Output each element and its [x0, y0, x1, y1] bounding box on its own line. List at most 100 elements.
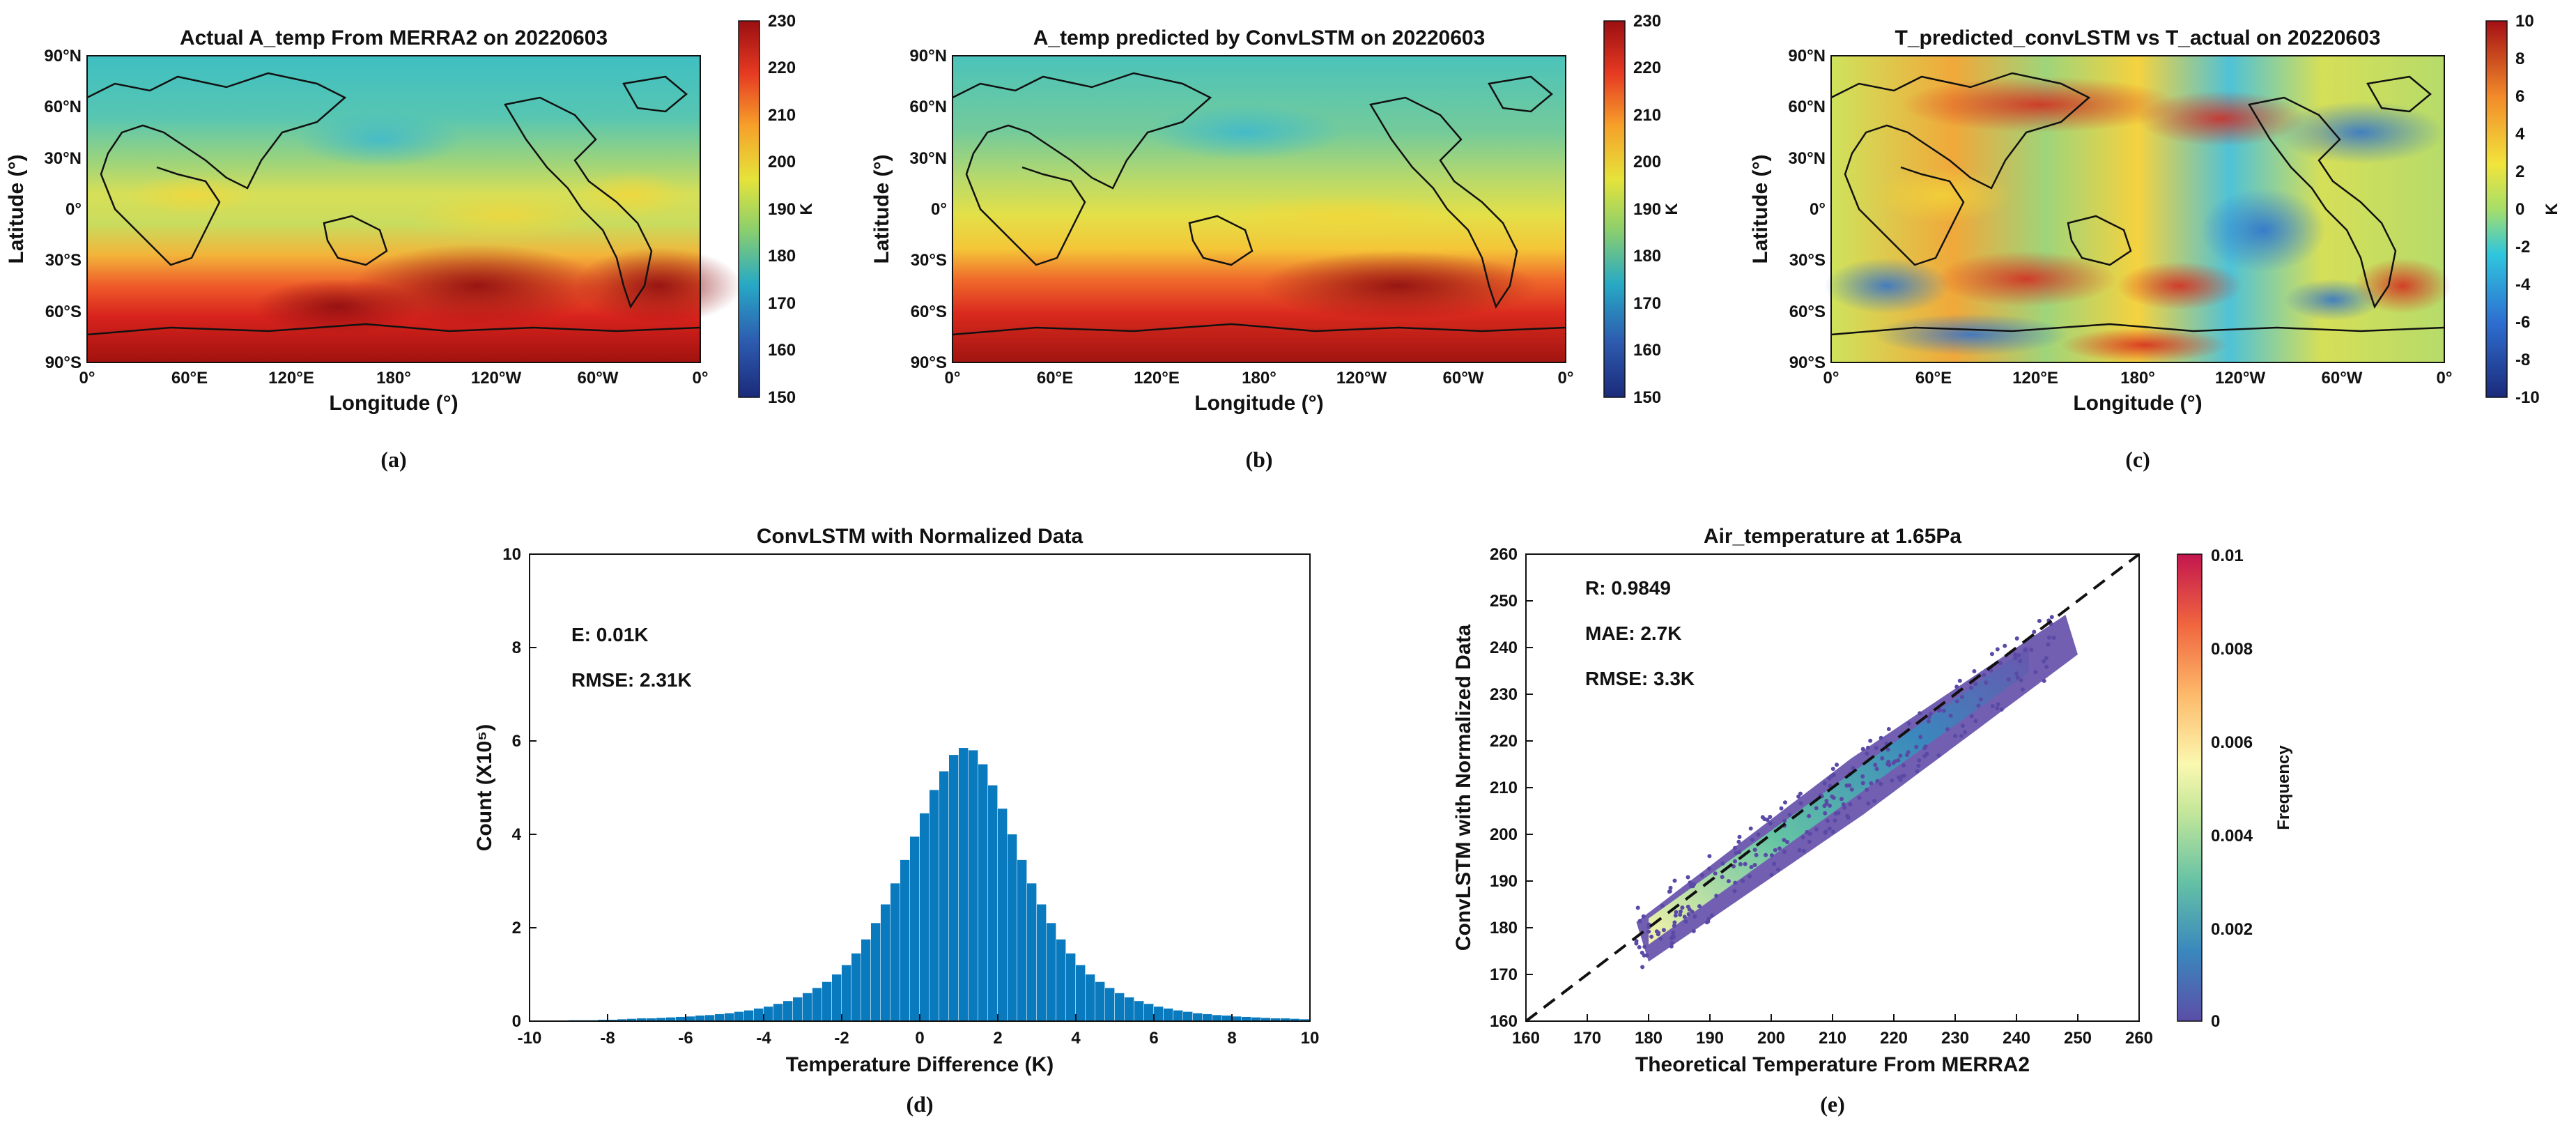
- scatter-xticks: 160 170 180 190 200 210 220 230 240 250 260: [1512, 1014, 2153, 1048]
- cbar-tick: 0: [2515, 200, 2524, 219]
- cbar-tick: 170: [768, 294, 796, 313]
- histogram-bar: [930, 790, 939, 1021]
- map-a-frame: [86, 55, 701, 363]
- scatter-point: [1984, 680, 1989, 685]
- colorbar-b: 230 220 210 200 190 180 170 160 150 K: [1603, 12, 1681, 407]
- x-tick-label: 190: [1696, 1029, 1724, 1048]
- scatter-point: [1880, 756, 1885, 760]
- scatter-point: [1901, 763, 1906, 768]
- scatter-point: [1860, 781, 1865, 786]
- scatter-point: [1969, 714, 1974, 719]
- histogram-bar: [1173, 1010, 1183, 1021]
- scatter-point: [2033, 670, 2038, 675]
- histogram-bar: [1134, 1001, 1144, 1021]
- x-tick-label: 10: [1301, 1029, 1320, 1048]
- hist-annotation-e: E: 0.01K: [571, 624, 649, 645]
- ytick: 90°S: [911, 353, 947, 372]
- scatter-yticks: 160 170 180 190 200 210 220 230 240 250 260: [1490, 545, 1533, 1031]
- histogram-bar: [793, 997, 803, 1021]
- histogram-bar: [978, 764, 988, 1021]
- cbar-tick: 160: [768, 341, 796, 360]
- x-tick-label: 200: [1757, 1029, 1785, 1048]
- scatter-point: [1866, 801, 1871, 806]
- scatter-point: [1646, 929, 1651, 934]
- xtick: 180°: [2120, 369, 2155, 388]
- scatter-point: [1658, 936, 1663, 941]
- map-b-ylabel: Latitude (°): [870, 155, 893, 264]
- map-c-ylabel: Latitude (°): [1749, 155, 1772, 264]
- histogram-bar: [705, 1015, 715, 1021]
- scatter-point: [1738, 862, 1743, 866]
- cbar-tick: 220: [768, 59, 796, 77]
- hist-xticks: -10 -8 -6 -4 -2 0 2 4 6 8 10: [518, 1014, 1320, 1048]
- xtick: 0°: [693, 369, 709, 388]
- scatter-point: [1896, 775, 1901, 780]
- cbar-tick: 6: [2515, 87, 2524, 106]
- scatter-xlabel: Theoretical Temperature From MERRA2: [1635, 1053, 2030, 1076]
- scatter-point: [1874, 767, 1879, 772]
- scatter-point: [1926, 719, 1931, 724]
- map-c-xticks: 0° 60°E 120°E 180° 120°W 60°W 0°: [1823, 369, 2453, 388]
- scatter-point: [1833, 811, 1838, 816]
- hist-bars: [539, 748, 1310, 1021]
- scatter-point: [1798, 801, 1803, 806]
- scatter-point: [1830, 829, 1835, 834]
- scatter-point: [2014, 636, 2019, 641]
- scatter-point: [1801, 848, 1806, 853]
- scatter-point: [1891, 760, 1896, 765]
- scatter-point: [1822, 804, 1827, 809]
- scatter-point: [1732, 889, 1737, 894]
- scatter-point: [1995, 706, 2000, 711]
- scatter-point: [1787, 812, 1792, 817]
- caption-a: (a): [380, 447, 406, 472]
- scatter-point: [1782, 850, 1787, 854]
- histogram-bar: [871, 923, 881, 1021]
- xtick: 180°: [376, 369, 411, 388]
- scatter-point: [1760, 815, 1765, 820]
- scatter-point: [1667, 889, 1672, 894]
- scatter-point: [1733, 845, 1737, 850]
- histogram-bar: [812, 988, 822, 1021]
- scatter-point: [1869, 781, 1874, 786]
- scatter-point: [1692, 914, 1697, 919]
- scatter-point: [1945, 727, 1950, 732]
- colorbar-a: 230 220 210 200 190 180 170 160 150 K: [738, 12, 816, 407]
- histogram-bar: [851, 953, 861, 1021]
- y-tick-label: 10: [502, 545, 521, 564]
- histogram-bar: [1008, 834, 1017, 1021]
- scatter-point: [1874, 746, 1879, 751]
- coastlines-c: [1830, 72, 2445, 336]
- scatter-point: [2003, 643, 2007, 648]
- histogram-bar: [608, 1019, 617, 1021]
- cbar-tick: 190: [1633, 200, 1661, 219]
- scatter-point: [1672, 878, 1677, 883]
- cbar-tick: -8: [2515, 351, 2530, 369]
- scatter-point: [1697, 904, 1702, 909]
- histogram-bar: [890, 883, 900, 1021]
- ytick: 30°N: [1788, 149, 1826, 168]
- y-tick-label: 240: [1490, 638, 1518, 657]
- map-c-anomalies: [1824, 77, 2451, 362]
- histogram-bar: [949, 755, 959, 1021]
- scatter-point: [1741, 878, 1745, 883]
- scatter-point: [1906, 750, 1911, 755]
- scatter-point: [1842, 805, 1846, 810]
- map-c-frame: [1830, 55, 2445, 363]
- cbar-tick: 10: [2515, 12, 2534, 31]
- scatter-point: [1914, 744, 1919, 749]
- cbar-label: K: [2543, 203, 2561, 215]
- scatter-point: [1814, 806, 1819, 811]
- x-tick-label: 240: [2003, 1029, 2030, 1048]
- cbar-tick: 150: [1633, 388, 1661, 407]
- scatter-point: [1660, 903, 1665, 908]
- x-tick-label: -10: [518, 1029, 542, 1048]
- map-panel-c: T_predicted_convLSTM vs T_actual on 2022…: [1749, 12, 2561, 472]
- histogram-bar: [1290, 1018, 1300, 1021]
- scatter-point: [2006, 677, 2011, 682]
- scatter-point: [1661, 928, 1666, 933]
- x-tick-label: 220: [1880, 1029, 1908, 1048]
- y-tick-label: 210: [1490, 779, 1518, 797]
- scatter-point: [1865, 751, 1869, 756]
- histogram-bar: [783, 1001, 793, 1021]
- scatter-point: [1764, 852, 1768, 857]
